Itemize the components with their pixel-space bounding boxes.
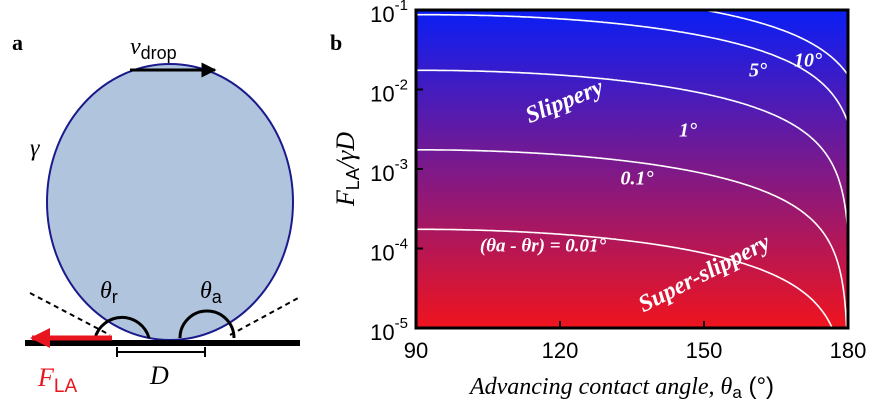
tangent (229, 296, 301, 336)
tangent (29, 292, 111, 336)
y-tick-label: 10-4 (370, 235, 408, 265)
tick-exponent: -3 (395, 156, 408, 173)
y-axis-label: FLA/γD (331, 132, 363, 207)
x-tick-label: 120 (542, 338, 579, 363)
diameter-bar (116, 347, 206, 357)
x-tick-label: 180 (830, 338, 867, 363)
tick-exponent: -1 (395, 0, 408, 14)
y-tick-label: 10-2 (370, 76, 408, 106)
contour-label: 0.1° (621, 168, 654, 190)
contour-line (416, 149, 848, 328)
ylabel: F (331, 189, 360, 207)
plot-area (416, 10, 848, 328)
y-tick-label: 10-1 (370, 0, 408, 27)
contours (416, 10, 848, 328)
tick-base: 10 (370, 2, 394, 27)
panel-label: b (330, 30, 342, 55)
x-tick-label: 150 (686, 338, 723, 363)
subscript: LA (54, 376, 78, 397)
subscript: a (212, 287, 223, 307)
gamma-label: γ (30, 136, 40, 162)
diameter-label: D (149, 361, 169, 390)
panel-b: b 10°5°1°0.1°(θa - θr) = 0.01°SlipperySu… (330, 0, 866, 402)
y-tick-label: 10-5 (370, 315, 408, 345)
advancing-label: θa (200, 278, 223, 307)
contour-line (416, 228, 834, 328)
panel-a: a vdrop γ θr θa FLA D (12, 30, 301, 397)
subscript: drop (141, 43, 177, 63)
tick-base: 10 (370, 320, 394, 345)
angle-arc (93, 315, 151, 339)
symbol: F (37, 363, 55, 392)
contour-label: 5° (749, 60, 767, 82)
ylabel-end: /γD (331, 132, 360, 170)
xlabel-sub: a (732, 383, 742, 402)
xlabel: Advancing contact angle, θ (468, 374, 733, 400)
panel-label: a (12, 30, 23, 55)
y-tick-label: 10-3 (370, 156, 408, 186)
droplet (46, 63, 294, 341)
tick-exponent: -2 (395, 76, 408, 93)
x-tick-label: 90 (404, 338, 428, 363)
tick-base: 10 (370, 161, 394, 186)
ylabel-sub: LA (343, 168, 363, 190)
contour-label: 10° (794, 50, 822, 72)
contour-line (699, 10, 848, 76)
force-label: FLA (37, 363, 77, 397)
tick-exponent: -5 (395, 315, 408, 332)
xlabel-end: (°) (742, 373, 774, 400)
contour-label: 1° (679, 120, 697, 142)
tick-exponent: -4 (395, 235, 408, 252)
subscript: r (112, 287, 118, 307)
angle-arc (178, 309, 236, 339)
tick-base: 10 (370, 240, 394, 265)
contour-line (416, 69, 848, 235)
tick-base: 10 (370, 81, 394, 106)
symbol: θ (200, 278, 212, 304)
symbol: θ (100, 278, 112, 304)
receding-label: θr (100, 278, 118, 307)
contour-line (416, 13, 848, 124)
velocity-label: vdrop (130, 34, 177, 63)
x-axis-label: Advancing contact angle, θa (°) (468, 373, 774, 402)
contour-label: (θa - θr) = 0.01° (480, 235, 607, 256)
symbol: v (130, 34, 141, 60)
